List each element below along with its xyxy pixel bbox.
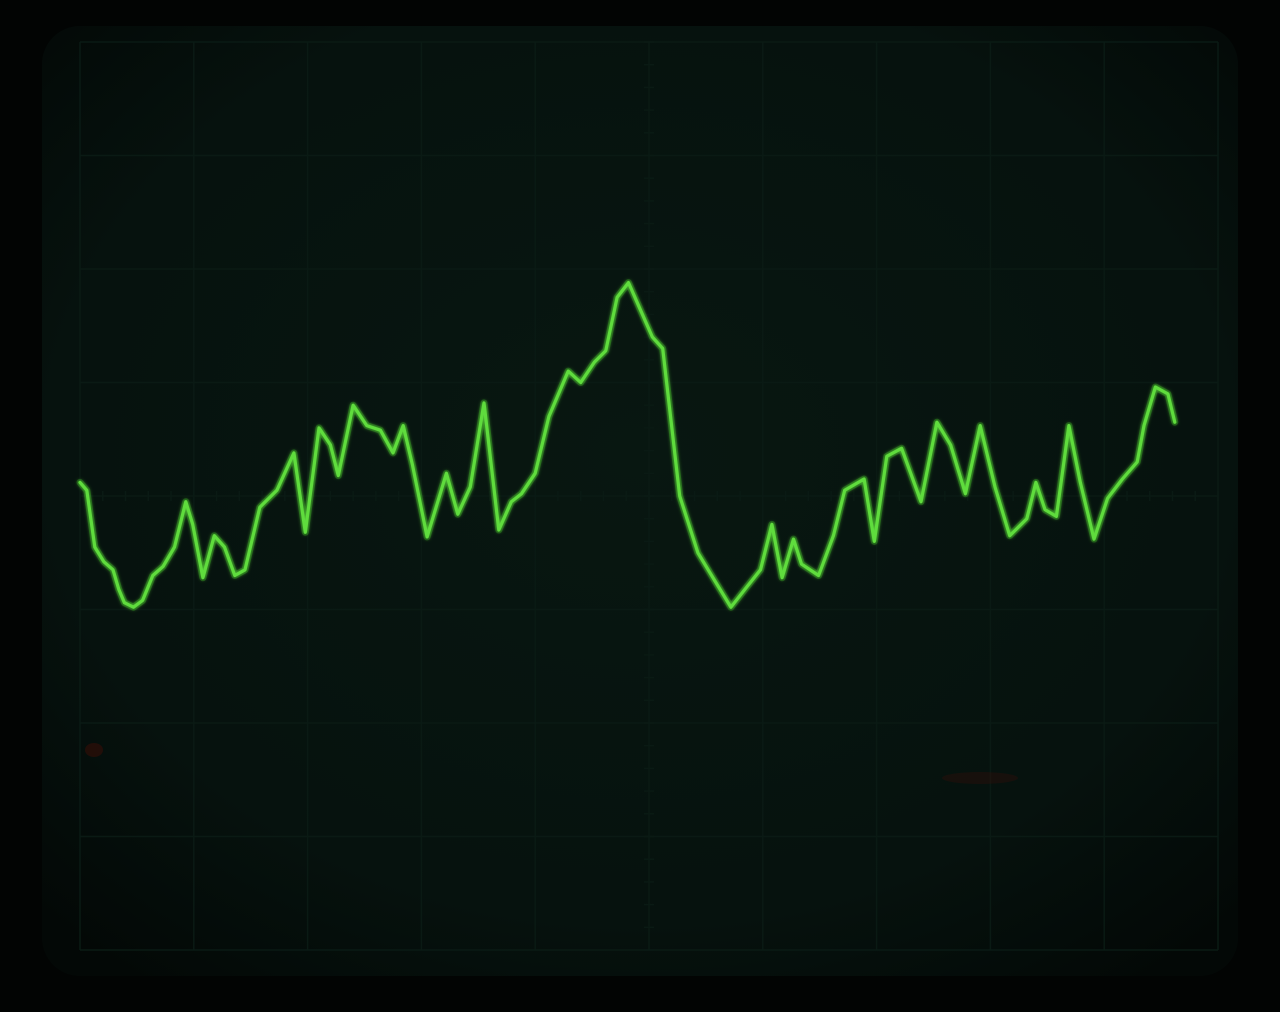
waveform-line (78, 281, 1177, 609)
waveform-trace (76, 279, 1179, 611)
faint-reflection-left (85, 743, 103, 757)
crt-display-area (42, 26, 1238, 976)
faint-reflection-right (942, 772, 1018, 784)
